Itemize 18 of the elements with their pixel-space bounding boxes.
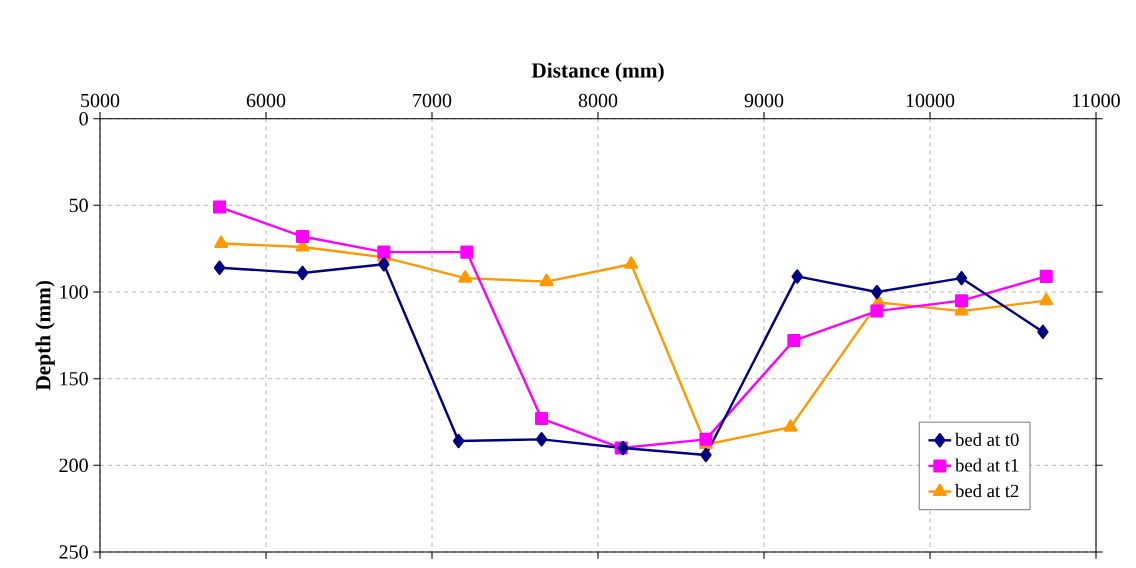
x-axis-title: Distance (mm) [531,62,664,82]
x-tick-label: 9000 [744,93,784,108]
legend-label: bed at t1 [955,458,1019,472]
legend-label: bed at t2 [955,484,1019,498]
y-tick-label: 50 [69,198,88,213]
legend-label: bed at t0 [955,432,1019,446]
x-tick-label: 7000 [413,93,452,108]
x-tick-label: 5000 [81,93,120,108]
y-tick-label: 150 [60,371,88,386]
y-tick-label: 200 [59,458,88,473]
x-tick-label: 6000 [246,93,286,108]
y-tick-label: 250 [59,545,88,559]
x-tick-label: 10000 [906,93,955,108]
y-tick-label: 0 [79,111,88,126]
y-axis-title: Depth (mm) [35,280,55,391]
y-tick-label: 100 [60,285,88,299]
x-tick-label: 11000 [1073,93,1120,108]
x-tick-label: 8000 [578,93,618,108]
